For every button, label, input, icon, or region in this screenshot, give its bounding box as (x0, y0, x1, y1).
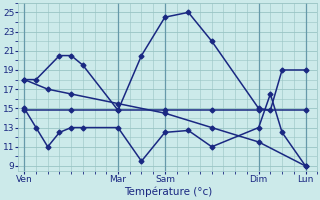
X-axis label: Température (°c): Température (°c) (124, 187, 212, 197)
